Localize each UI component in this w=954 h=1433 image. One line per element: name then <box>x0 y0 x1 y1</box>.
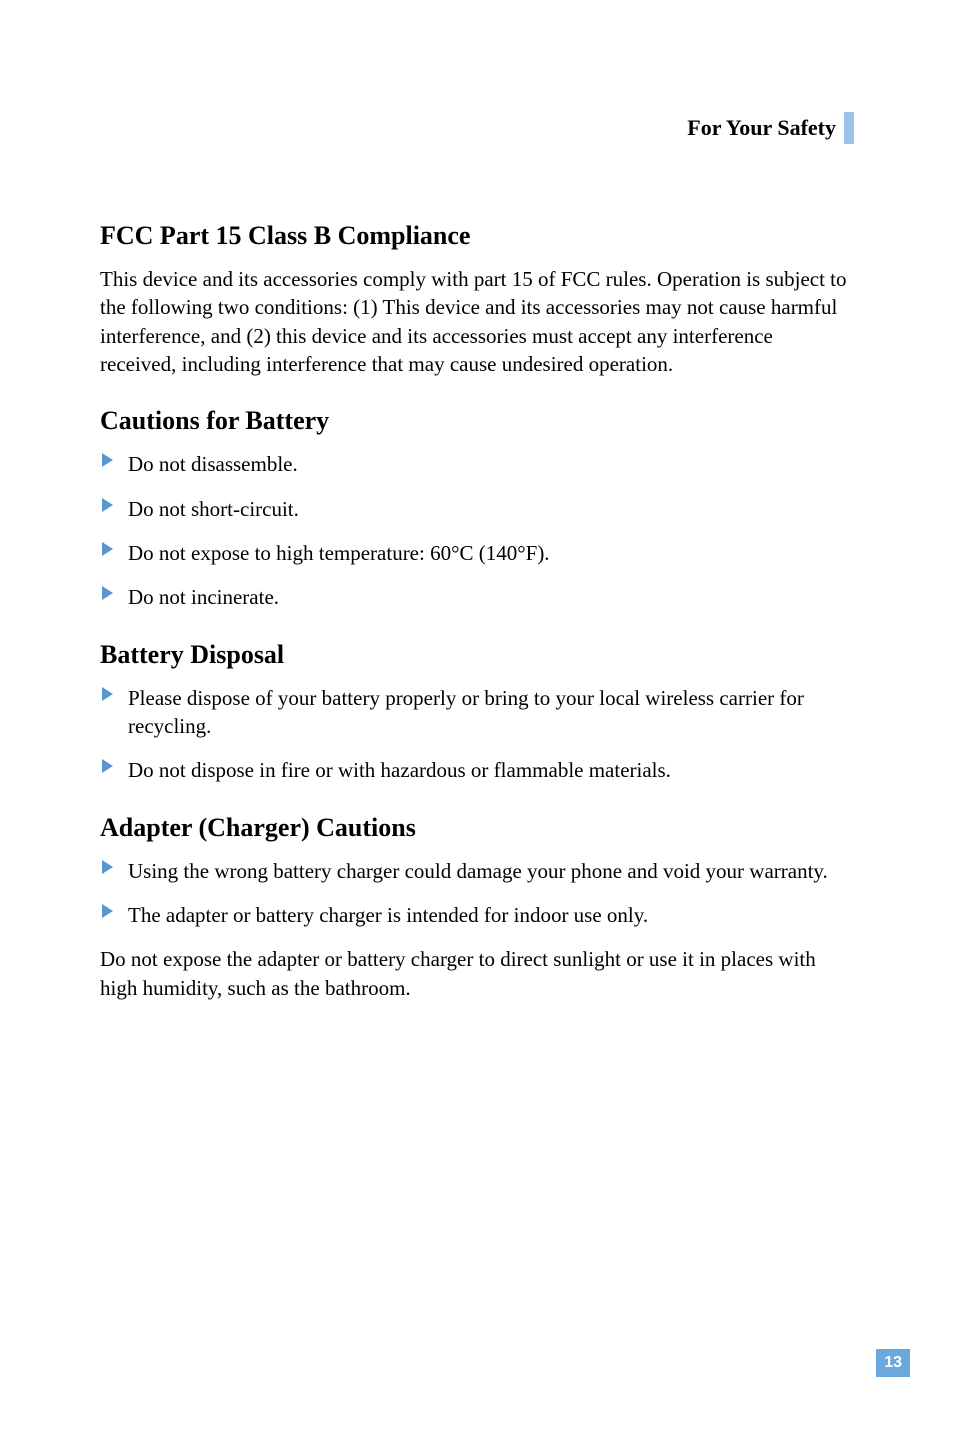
list-item: Do not short-circuit. <box>100 495 854 523</box>
list-item-text: Do not expose to high temperature: 60°C … <box>128 541 550 565</box>
page-number: 13 <box>876 1349 910 1377</box>
list-item: Do not incinerate. <box>100 583 854 611</box>
list-item: Do not expose to high temperature: 60°C … <box>100 539 854 567</box>
page-content: For Your Safety FCC Part 15 Class B Comp… <box>0 0 954 1002</box>
list-item: Do not dispose in fire or with hazardous… <box>100 756 854 784</box>
heading-fcc: FCC Part 15 Class B Compliance <box>100 221 854 251</box>
list-item-text: Do not disassemble. <box>128 452 298 476</box>
list-item: The adapter or battery charger is intend… <box>100 901 854 929</box>
header-marker <box>844 112 854 144</box>
list-item-text: Do not short-circuit. <box>128 497 299 521</box>
heading-battery-disposal: Battery Disposal <box>100 640 854 670</box>
bullet-icon <box>102 498 114 512</box>
paragraph-fcc: This device and its accessories comply w… <box>100 265 854 378</box>
bullet-icon <box>102 759 114 773</box>
list-battery-cautions: Do not disassemble. Do not short-circuit… <box>100 450 854 611</box>
list-item-text: Please dispose of your battery properly … <box>128 686 804 738</box>
bullet-icon <box>102 586 114 600</box>
list-item: Using the wrong battery charger could da… <box>100 857 854 885</box>
bullet-icon <box>102 687 114 701</box>
list-item-text: The adapter or battery charger is intend… <box>128 903 648 927</box>
heading-adapter-cautions: Adapter (Charger) Cautions <box>100 813 854 843</box>
bullet-icon <box>102 542 114 556</box>
list-item: Do not disassemble. <box>100 450 854 478</box>
bullet-icon <box>102 453 114 467</box>
list-item: Please dispose of your battery properly … <box>100 684 854 741</box>
section-header: For Your Safety <box>100 115 854 141</box>
list-adapter-cautions: Using the wrong battery charger could da… <box>100 857 854 930</box>
bullet-icon <box>102 860 114 874</box>
heading-battery-cautions: Cautions for Battery <box>100 406 854 436</box>
paragraph-adapter-trailing: Do not expose the adapter or battery cha… <box>100 945 854 1002</box>
list-item-text: Using the wrong battery charger could da… <box>128 859 828 883</box>
list-battery-disposal: Please dispose of your battery properly … <box>100 684 854 785</box>
list-item-text: Do not dispose in fire or with hazardous… <box>128 758 671 782</box>
bullet-icon <box>102 904 114 918</box>
header-container: For Your Safety <box>100 115 854 141</box>
list-item-text: Do not incinerate. <box>128 585 279 609</box>
